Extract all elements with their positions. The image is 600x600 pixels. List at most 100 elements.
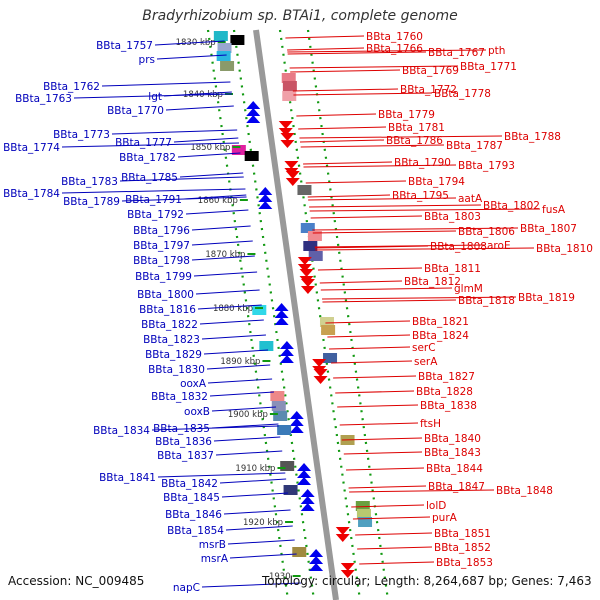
gene-block-0 [213, 31, 228, 41]
left-leader-line [191, 255, 255, 261]
left-gene-label: BBta_1791 [125, 194, 182, 206]
gene-block-47 [292, 547, 307, 557]
left-gene-label: BBta_1816 [139, 304, 196, 316]
gene-block-18 [307, 231, 322, 241]
left-gene-label: BBta_1830 [148, 364, 205, 376]
genome-axis-line [253, 29, 339, 600]
plus-arrow-9-0 [278, 121, 293, 129]
minus-arrow-48-2 [309, 563, 324, 571]
gene-block-17 [300, 223, 315, 233]
axis-tick-label: 1870 kbp [205, 250, 245, 260]
right-gene-label: BBta_1781 [388, 122, 445, 134]
axis-tick-label: 1900 kbp [228, 410, 268, 420]
right-leader-line [289, 65, 459, 69]
minus-arrow-8-0 [246, 101, 261, 109]
left-gene-label: BBta_1783 [61, 176, 118, 188]
gene-block-4 [220, 61, 235, 71]
right-leader-line [310, 215, 423, 219]
gene-block-33 [270, 391, 285, 401]
right-leader-line [296, 113, 377, 117]
left-gene-label: BBta_1763 [15, 93, 72, 105]
left-leader-line [119, 176, 244, 182]
left-gene-label: BBta_1836 [155, 436, 212, 448]
axis-tick-label: 1850 kbp [190, 143, 230, 153]
gene-block-15 [297, 185, 312, 195]
left-gene-label: BBta_1854 [167, 525, 224, 537]
gene-block-27 [321, 325, 336, 335]
plus-arrow-46-0 [335, 527, 350, 535]
right-gene-label: fusA [542, 204, 566, 216]
plus-arrow-32-1 [313, 376, 328, 384]
right-leader-line [300, 144, 445, 148]
right-leader-line [351, 504, 425, 508]
right-leader-line [327, 334, 411, 338]
minus-arrow-40-1 [297, 470, 312, 478]
gene-block-2 [217, 43, 232, 53]
right-gene-label: BBta_1787 [446, 140, 503, 152]
right-gene-label: aroE [487, 240, 511, 252]
left-gene-label: BBta_1835 [153, 423, 210, 435]
minus-arrow-16-0 [258, 187, 273, 195]
right-gene-label: BBta_1802 [483, 200, 540, 212]
right-leader-line [303, 161, 393, 165]
right-leader-line [335, 390, 415, 394]
right-gene-label: BBta_1794 [408, 176, 465, 188]
right-gene-label: BBta_1772 [400, 84, 457, 96]
minus-arrow-42-2 [300, 503, 315, 511]
right-gene-label: BBta_1807 [520, 223, 577, 235]
right-leader-line [314, 244, 486, 248]
left-leader-line [191, 240, 253, 246]
right-leader-line [319, 280, 403, 284]
right-leader-line [341, 437, 423, 441]
right-gene-label: BBta_1803 [424, 211, 481, 223]
left-leader-line [154, 40, 225, 46]
left-leader-line [195, 289, 260, 295]
axis-tick-label: 1930 [269, 572, 291, 582]
right-gene-label: lolD [426, 500, 446, 512]
right-leader-line [307, 194, 391, 198]
right-gene-label: BBta_1788 [504, 131, 561, 143]
right-leader-line [287, 51, 427, 55]
left-gene-label: BBta_1822 [141, 319, 198, 331]
right-leader-line [312, 230, 457, 234]
right-leader-line [355, 532, 433, 536]
gene-block-34 [271, 401, 286, 411]
gene-block-43 [355, 501, 370, 511]
right-gene-label: BBta_1793 [458, 160, 515, 172]
left-gene-label: BBta_1842 [161, 478, 218, 490]
minus-arrow-42-0 [300, 489, 315, 497]
right-gene-label: serC [412, 342, 436, 354]
gene-block-6 [282, 81, 297, 91]
right-leader-line [287, 47, 365, 51]
left-gene-label: msrB [199, 539, 226, 551]
left-leader-line [156, 54, 227, 60]
right-gene-label: serA [414, 356, 438, 368]
right-gene-label: BBta_1790 [394, 157, 451, 169]
minus-arrow-29-2 [279, 355, 294, 363]
right-leader-line [298, 126, 387, 130]
left-gene-label: BBta_1846 [165, 509, 222, 521]
left-leader-line [197, 304, 262, 310]
right-leader-line [299, 139, 385, 143]
right-gene-label: BBta_1808 [430, 241, 487, 253]
right-gene-label: BBta_1779 [378, 109, 435, 121]
minus-arrow-40-2 [297, 477, 312, 485]
plus-arrow-31-0 [312, 359, 327, 367]
left-gene-label: BBta_1792 [127, 209, 184, 221]
right-leader-line [305, 180, 407, 184]
right-gene-label: BBta_1806 [458, 226, 515, 238]
left-gene-label: BBta_1770 [107, 105, 164, 117]
left-gene-label: napC [173, 582, 200, 594]
right-gene-label: BBta_1769 [402, 65, 459, 77]
gene-block-7 [282, 91, 297, 101]
axis-tick-label: 1880 kbp [213, 304, 253, 314]
left-gene-label: BBta_1837 [157, 450, 214, 462]
right-leader-line [292, 88, 399, 92]
right-leader-line [333, 375, 417, 379]
gene-block-1 [230, 35, 245, 45]
right-gene-label: BBta_1840 [424, 433, 481, 445]
left-gene-label: BBta_1823 [143, 334, 200, 346]
genome-summary-text: Topology: circular; Length: 8,264,687 bp… [262, 574, 592, 588]
minus-arrow-40-0 [297, 463, 312, 471]
